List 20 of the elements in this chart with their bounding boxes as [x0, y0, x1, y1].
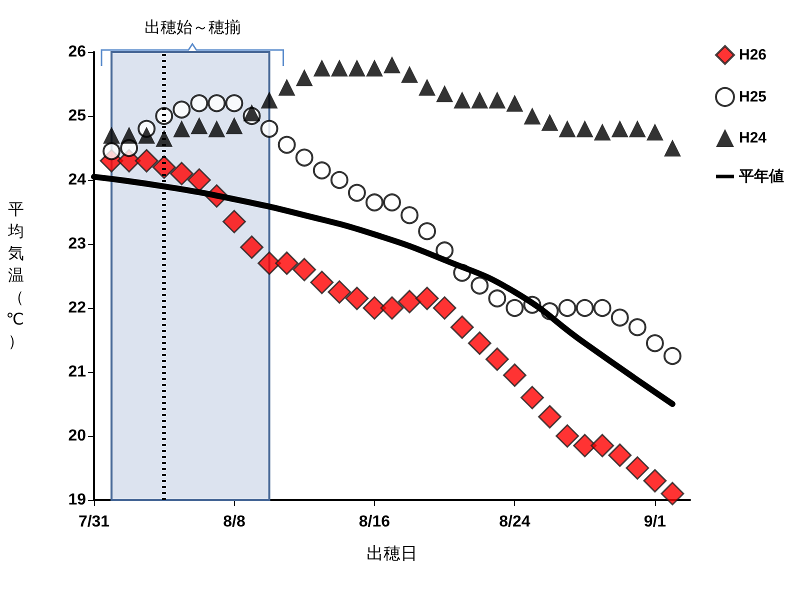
legend-label: H24: [739, 130, 768, 146]
x-axis-title: 出穂日: [366, 544, 418, 563]
y-tick-label: 24: [68, 172, 86, 188]
x-tick-label: 8/16: [358, 514, 390, 530]
x-tick-label: 9/1: [644, 514, 666, 530]
legend-label: H25: [739, 88, 767, 106]
y-tick-label: 21: [68, 364, 86, 380]
y-tick-label: 25: [68, 108, 86, 124]
y-tick-label: 23: [68, 236, 86, 252]
y-tick-label: 19: [68, 492, 86, 508]
legend-label: 平年値: [738, 168, 784, 185]
band-label: 出穂始～穂揃: [144, 18, 240, 36]
x-tick-label: 7/31: [78, 514, 110, 530]
legend-label: H26: [739, 46, 767, 64]
y-tick-label: 22: [68, 300, 86, 316]
y-axis-title: 平均気温（℃）: [6, 202, 24, 350]
y-tick-label: 20: [68, 428, 86, 444]
x-tick-label: 8/24: [499, 514, 530, 530]
x-tick-label: 8/8: [223, 514, 246, 530]
y-tick-label: 26: [68, 44, 86, 60]
